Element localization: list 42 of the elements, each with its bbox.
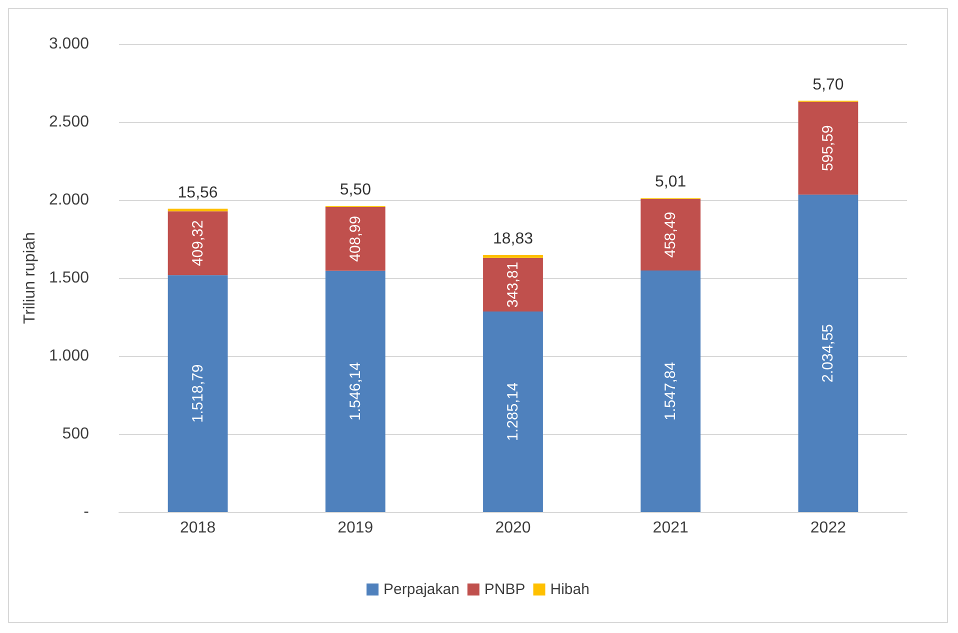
- data-label: 408,99: [346, 216, 364, 262]
- legend-label: Perpajakan: [384, 581, 460, 598]
- data-label: 409,32: [189, 220, 206, 266]
- y-tick-label: 2.500: [48, 114, 90, 130]
- x-tick-label: 2020: [495, 520, 531, 536]
- data-label: 2.034,55: [820, 324, 837, 382]
- legend-label: Hibah: [550, 581, 590, 598]
- bar: [640, 199, 701, 271]
- data-label: 1.285,14: [504, 382, 522, 441]
- data-label: 5,01: [655, 174, 686, 191]
- x-tick-label: 2022: [810, 520, 846, 536]
- data-label: 595,59: [820, 125, 837, 172]
- bar: [325, 207, 386, 271]
- data-label: 15,56: [178, 184, 218, 202]
- legend-label: PNBP: [484, 581, 526, 598]
- data-label: 18,83: [492, 230, 534, 248]
- bar: [325, 270, 386, 512]
- bar: [483, 254, 543, 258]
- bar: [168, 211, 228, 276]
- data-label: 343,81: [504, 262, 522, 308]
- bar: [483, 258, 543, 312]
- bar: [483, 312, 543, 512]
- data-label: 1.547,84: [662, 362, 680, 420]
- y-tick-label: 2.000: [48, 192, 90, 208]
- x-tick-label: 2021: [652, 520, 688, 536]
- data-label: 5,50: [340, 182, 372, 199]
- y-tick-label: 1.000: [48, 348, 90, 364]
- bar: [798, 194, 858, 512]
- data-label: 5,70: [812, 76, 844, 94]
- x-tick-label: 2018: [180, 520, 216, 536]
- bar: [640, 270, 701, 512]
- bar: [798, 102, 858, 195]
- y-tick-label: 3.000: [48, 36, 90, 52]
- bar: [168, 275, 228, 512]
- data-label: 1.546,14: [346, 362, 364, 421]
- y-axis-title: Triliun rupiah: [22, 232, 39, 324]
- y-tick-label: 500: [62, 426, 90, 442]
- x-tick-label: 2019: [338, 520, 374, 536]
- y-tick-label: 1.500: [48, 270, 90, 286]
- y-tick-label: -: [84, 504, 89, 520]
- data-label: 1.518,79: [189, 364, 206, 423]
- data-label: 458,49: [662, 212, 680, 258]
